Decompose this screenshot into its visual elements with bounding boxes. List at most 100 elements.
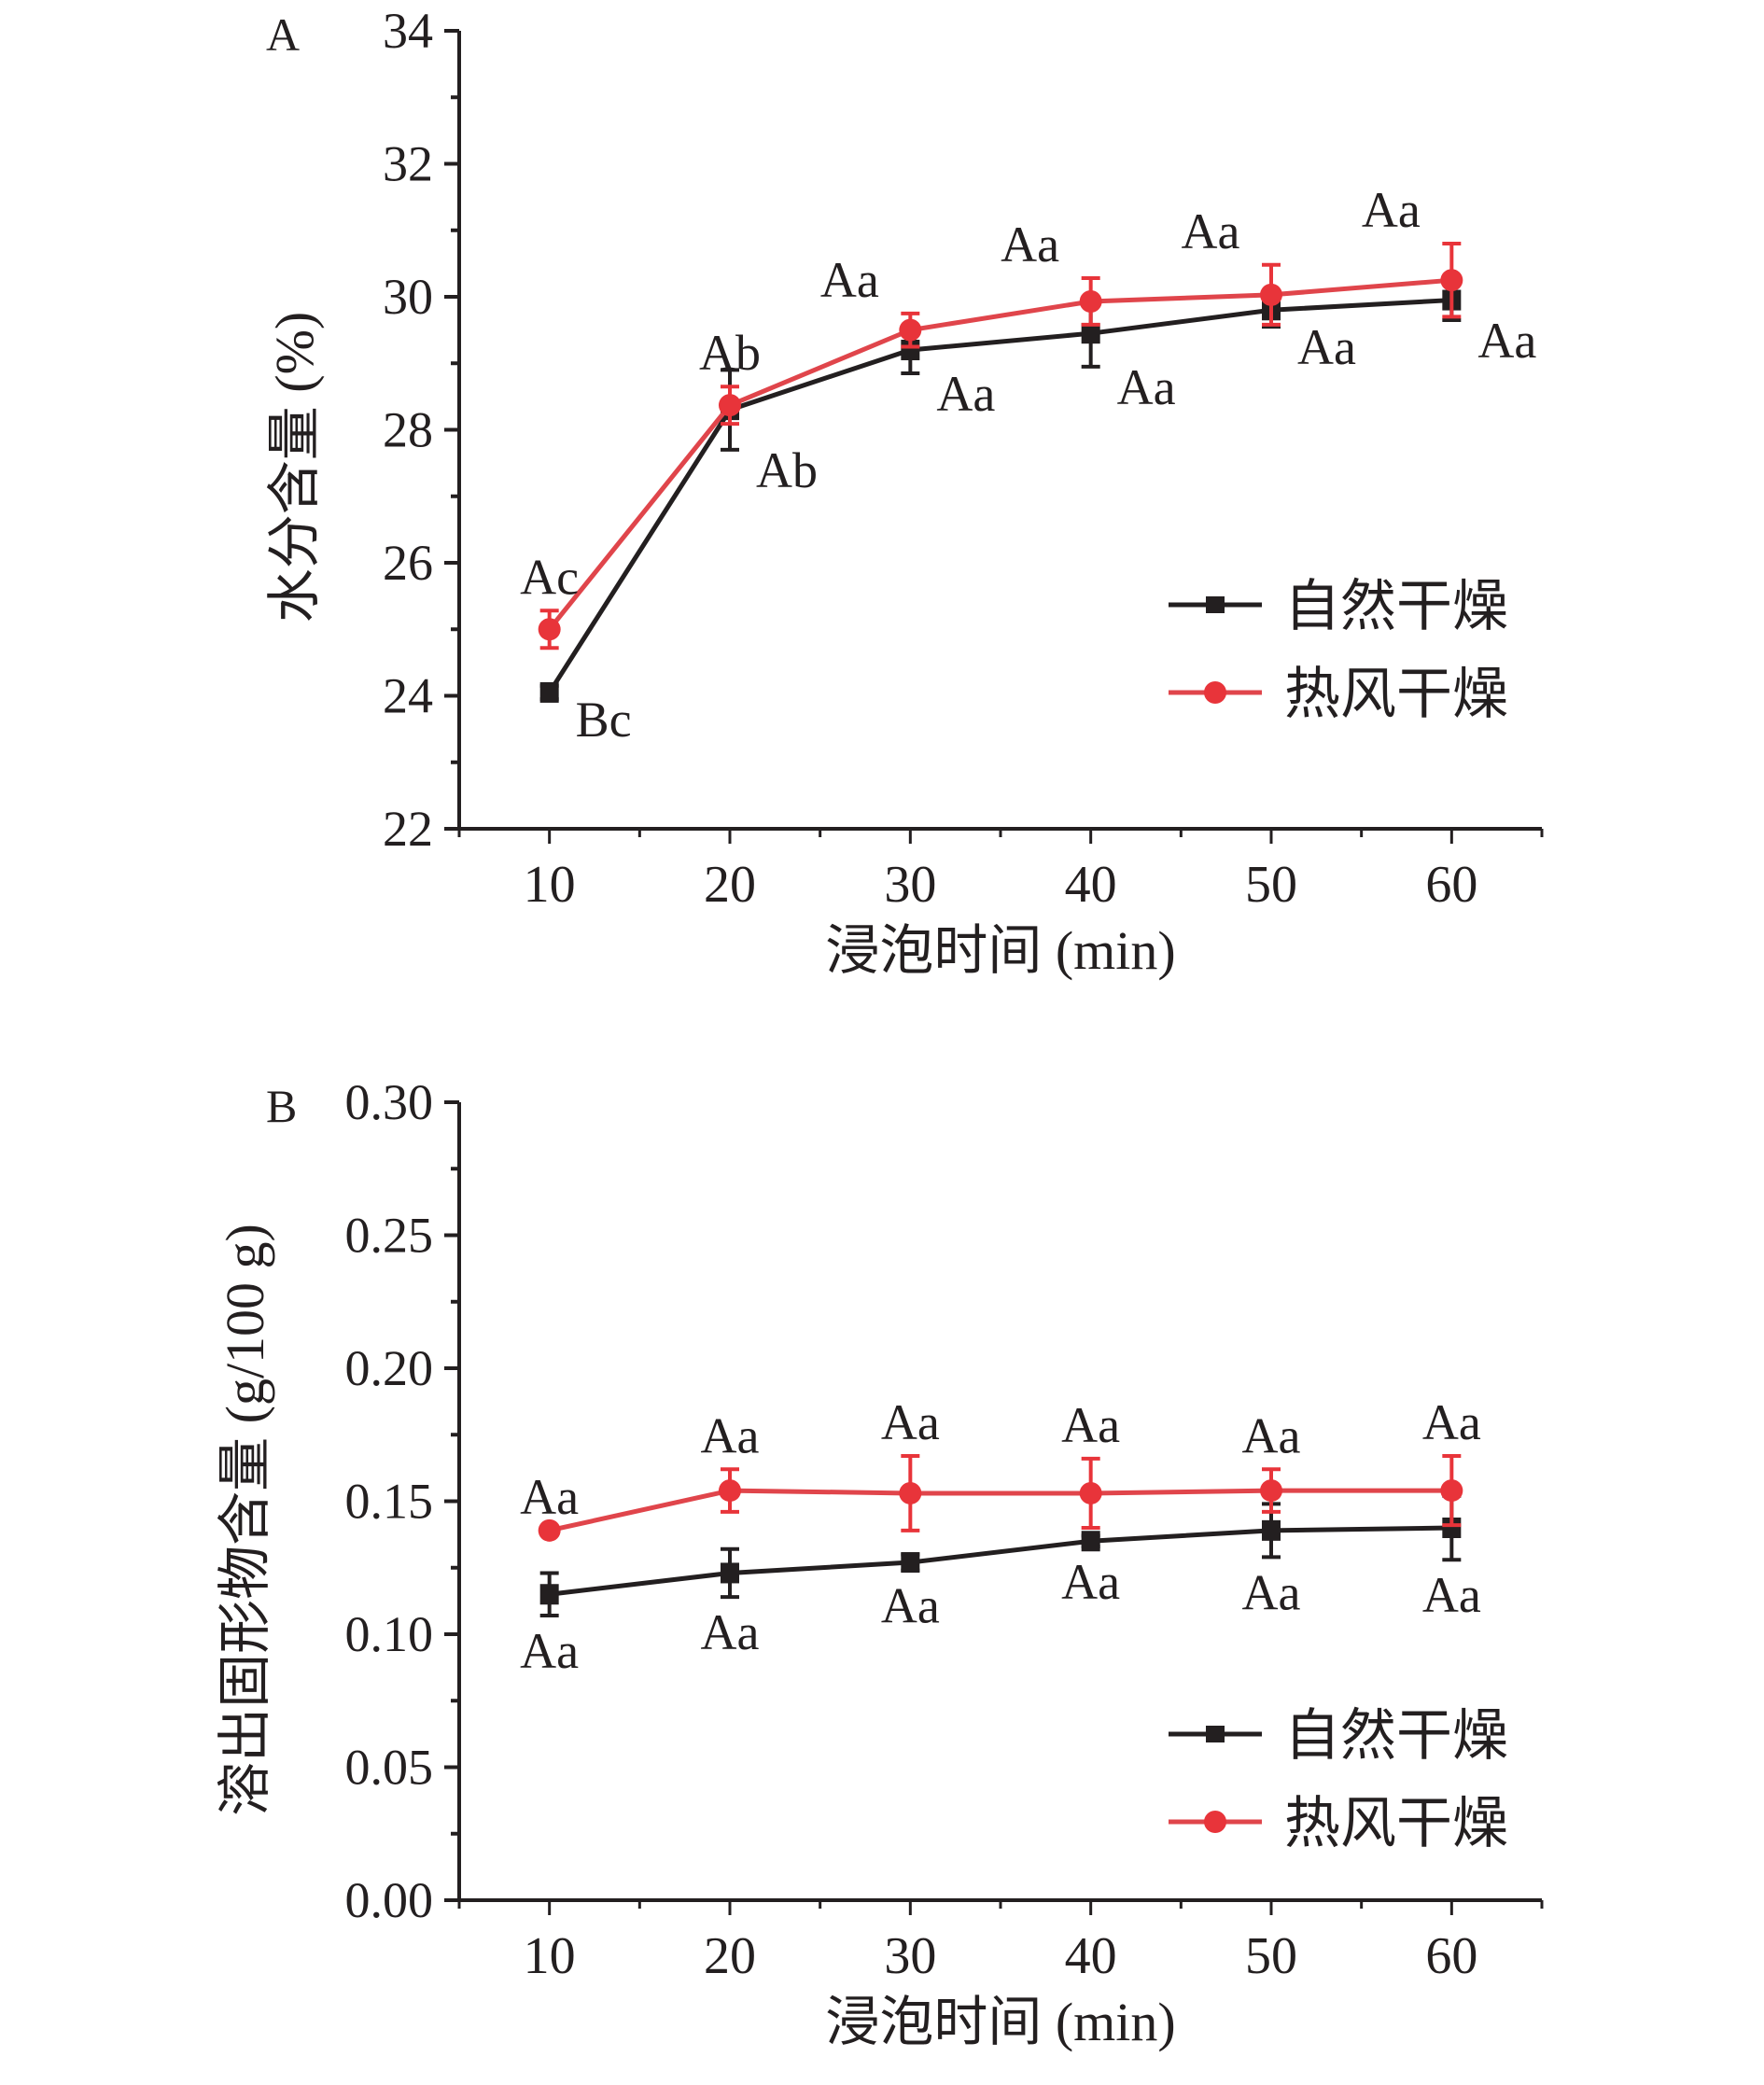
significance-label: Aa	[701, 1604, 760, 1660]
data-point-square	[1442, 1518, 1462, 1538]
y-tick-label: 22	[383, 801, 433, 857]
x-axis-title: 浸泡时间 (min)	[825, 1992, 1175, 2052]
y-tick-label: 34	[383, 3, 433, 59]
x-tick-label: 10	[524, 1927, 576, 1985]
x-tick-label: 50	[1245, 856, 1297, 914]
y-axis-title: 水分含量 (%)	[264, 312, 325, 623]
y-tick-label: 28	[383, 402, 433, 458]
series-line	[549, 1525, 1452, 1597]
significance-label: Aa	[1422, 1567, 1481, 1623]
significance-label: Aa	[881, 1394, 940, 1450]
significance-label: Ab	[756, 442, 818, 498]
y-tick-label: 32	[383, 136, 433, 192]
data-point-circle	[719, 394, 741, 417]
significance-label: Aa	[1242, 1407, 1301, 1463]
significance-label: Aa	[820, 252, 879, 308]
x-tick-label: 30	[884, 856, 936, 914]
panel-b: B 0.00 0.05 0.10 0.15 0.20 0.25 0.30 10 20 30 40 50 6…	[215, 1074, 1544, 2052]
significance-label: Aa	[520, 1469, 579, 1525]
series-hot-air-drying: Aa Aa Aa Aa Aa Aa	[520, 1394, 1481, 1542]
x-tick-label: 30	[884, 1927, 936, 1985]
data-point-square	[1081, 323, 1100, 344]
significance-label: Aa	[1422, 1394, 1481, 1450]
x-tick-label: 50	[1245, 1927, 1297, 1985]
series-natural-drying: Aa Aa Aa Aa Aa Aa	[520, 1493, 1481, 1679]
x-tick-label: 20	[704, 856, 756, 914]
significance-label: Aa	[1117, 359, 1176, 415]
y-tick-label: 0.30	[345, 1074, 434, 1130]
series-line	[547, 298, 1452, 694]
x-tick-label: 60	[1425, 1927, 1477, 1985]
significance-label: Aa	[936, 366, 995, 422]
y-tick-label: 0.00	[345, 1872, 434, 1928]
legend-label: 自然干燥	[1284, 576, 1508, 637]
significance-label: Aa	[1477, 313, 1536, 369]
y-tick-label: 0.05	[345, 1740, 434, 1796]
legend-marker-square	[1206, 1726, 1225, 1742]
y-tick-label: 0.10	[345, 1606, 434, 1662]
data-point-circle	[1260, 283, 1282, 306]
legend-marker-circle	[1204, 681, 1226, 704]
series-line	[547, 277, 1452, 631]
data-point-circle	[719, 1479, 741, 1503]
y-tick-label: 0.25	[345, 1208, 434, 1264]
data-point-circle	[1079, 289, 1102, 313]
x-tick-label: 60	[1425, 856, 1477, 914]
legend-item: 自然干燥	[1169, 576, 1508, 637]
data-point-square	[539, 681, 559, 703]
data-point-circle	[1260, 1479, 1282, 1503]
y-tick-label: 24	[383, 668, 433, 724]
legend-label: 热风干燥	[1284, 664, 1508, 725]
panel-label: B	[266, 1080, 297, 1132]
legend-label: 自然干燥	[1284, 1705, 1508, 1767]
significance-label: Aa	[1362, 182, 1421, 238]
data-point-square	[1262, 1519, 1281, 1541]
significance-label: Aa	[1182, 203, 1240, 259]
y-tick-label: 0.20	[345, 1340, 434, 1396]
significance-label: Aa	[1001, 217, 1059, 273]
significance-label: Aa	[1242, 1564, 1301, 1620]
data-point-circle	[538, 618, 561, 641]
x-tick-label: 20	[704, 1927, 756, 1985]
x-axis-title: 浸泡时间 (min)	[825, 920, 1175, 981]
data-point-circle	[1440, 1479, 1463, 1503]
panel-a: A 22 24 26 28 30 32 34 10 20 30 40 50 60 浸泡时间 (min) 水分含…	[264, 3, 1544, 981]
data-point-square	[901, 1552, 920, 1574]
y-tick-label: 26	[383, 535, 433, 591]
legend-marker-square	[1206, 596, 1225, 613]
series-hot-air-drying: Ac Ab Aa Aa Aa Aa	[520, 182, 1463, 651]
significance-label: Aa	[701, 1407, 760, 1463]
significance-label: Ab	[699, 325, 761, 381]
x-tick-label: 10	[524, 856, 576, 914]
significance-label: Ac	[520, 549, 579, 605]
significance-label: Aa	[1061, 1554, 1120, 1610]
data-point-square	[721, 1562, 739, 1584]
legend-marker-circle	[1204, 1811, 1226, 1833]
data-point-circle	[538, 1518, 561, 1542]
x-tick-label: 40	[1065, 856, 1117, 914]
significance-label: Aa	[1061, 1397, 1120, 1453]
significance-label: Aa	[881, 1578, 940, 1634]
data-point-circle	[899, 1481, 922, 1504]
panel-label: A	[266, 8, 300, 61]
significance-label: Aa	[1297, 319, 1356, 375]
legend-item: 热风干燥	[1169, 1793, 1508, 1854]
x-tick-label: 40	[1065, 1927, 1117, 1985]
y-tick-label: 0.15	[345, 1474, 434, 1530]
significance-label: Bc	[576, 692, 632, 748]
legend-item: 热风干燥	[1169, 664, 1508, 725]
data-point-circle	[899, 318, 922, 342]
data-point-circle	[1440, 269, 1463, 292]
significance-label: Aa	[520, 1623, 579, 1679]
data-point-circle	[1079, 1481, 1102, 1504]
data-point-square	[539, 1584, 559, 1605]
legend-item: 自然干燥	[1169, 1705, 1508, 1767]
data-point-square	[1081, 1531, 1100, 1552]
y-tick-label: 30	[383, 269, 433, 325]
y-axis-title: 溶出固形物含量 (g/100 g)	[215, 1224, 275, 1816]
series-line	[549, 1488, 1452, 1533]
legend-label: 热风干燥	[1284, 1793, 1508, 1854]
